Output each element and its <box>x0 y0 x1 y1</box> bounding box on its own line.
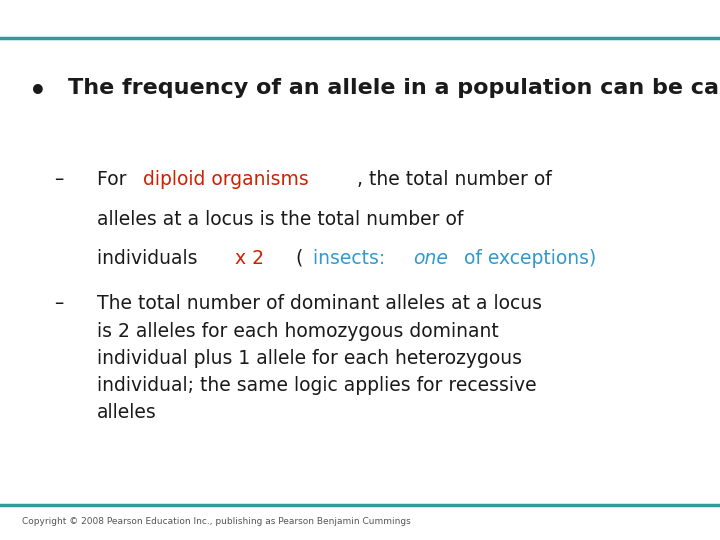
Text: (: ( <box>272 249 303 268</box>
Text: one: one <box>413 249 449 268</box>
Text: alleles at a locus is the total number of: alleles at a locus is the total number o… <box>97 210 464 228</box>
Text: –: – <box>54 170 63 189</box>
Text: For: For <box>97 170 132 189</box>
Text: individuals: individuals <box>97 249 204 268</box>
Text: diploid organisms: diploid organisms <box>143 170 309 189</box>
Text: The frequency of an allele in a population can be calculated: The frequency of an allele in a populati… <box>68 78 720 98</box>
Text: of exceptions): of exceptions) <box>459 249 597 268</box>
Text: The total number of dominant alleles at a locus
is 2 alleles for each homozygous: The total number of dominant alleles at … <box>97 294 542 422</box>
Text: Copyright © 2008 Pearson Education Inc., publishing as Pearson Benjamin Cummings: Copyright © 2008 Pearson Education Inc.,… <box>22 517 410 526</box>
Text: x 2: x 2 <box>235 249 264 268</box>
Text: insects:: insects: <box>312 249 391 268</box>
Text: , the total number of: , the total number of <box>357 170 552 189</box>
Text: •: • <box>29 78 47 106</box>
Text: –: – <box>54 294 63 313</box>
